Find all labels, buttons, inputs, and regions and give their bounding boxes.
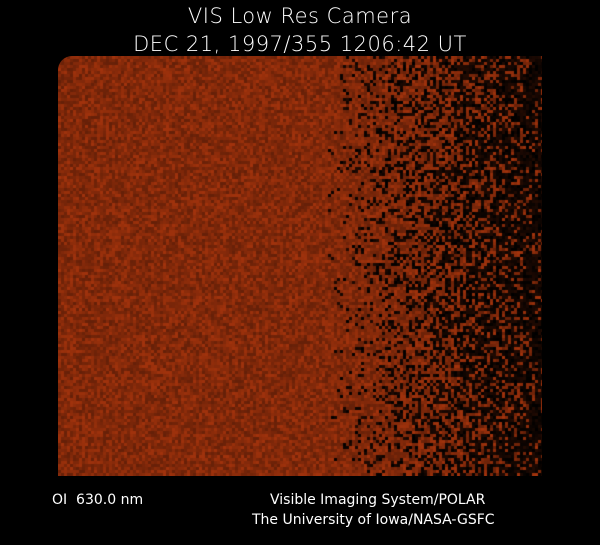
image-timestamp: DEC 21, 1997/355 1206:42 UT — [133, 32, 467, 56]
image-title: VIS Low Res Camera — [187, 4, 413, 28]
filter-wavelength-label: OI 630.0 nm — [52, 492, 144, 508]
airglow-image-canvas — [58, 56, 542, 476]
instrument-label: Visible Imaging System/POLAR — [270, 492, 486, 508]
institution-label: The University of Iowa/NASA-GSFC — [252, 512, 495, 528]
camera-image — [58, 56, 542, 476]
